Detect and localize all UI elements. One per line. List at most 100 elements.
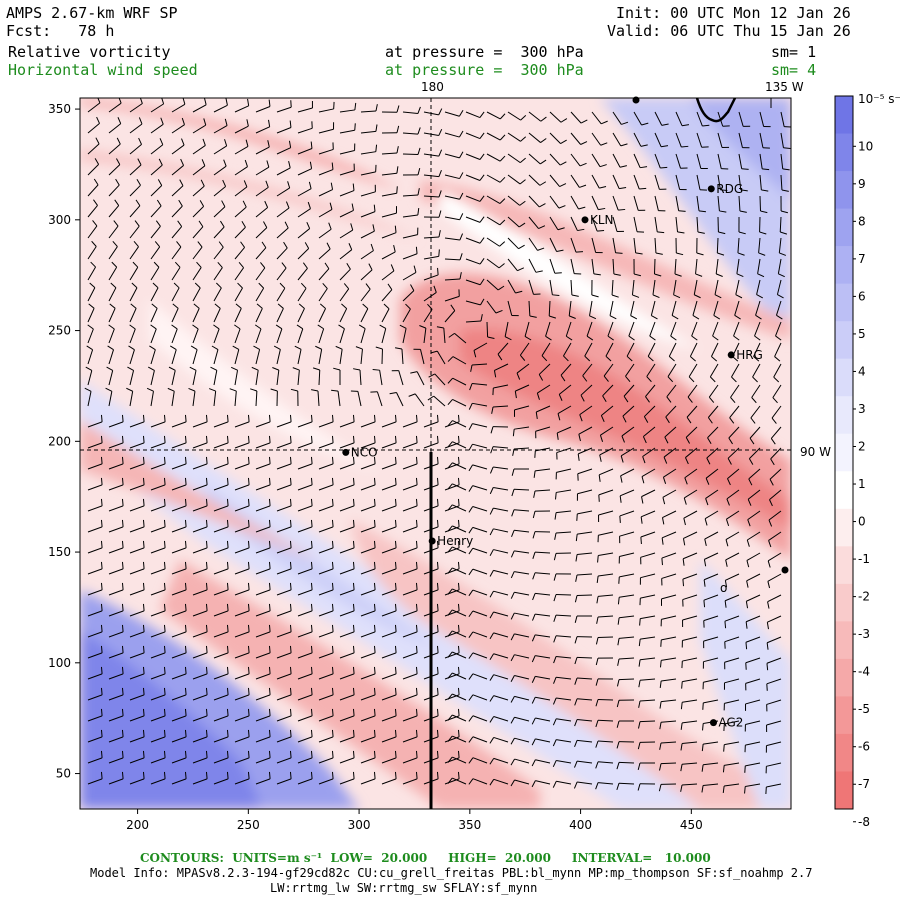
wind-barb <box>273 345 281 365</box>
wind-barb <box>87 303 95 323</box>
y-tick-label: 200 <box>48 434 71 448</box>
colorbar-swatch <box>835 133 853 172</box>
wind-barb <box>129 624 145 638</box>
wind-barb <box>680 741 698 751</box>
wind-barb <box>619 489 635 503</box>
wind-barb <box>696 132 709 148</box>
wind-barb <box>276 561 292 575</box>
wind-barb <box>633 174 647 190</box>
wind-barb <box>339 203 354 218</box>
wind-barb <box>87 645 103 659</box>
wind-barb <box>638 678 656 688</box>
wind-barb <box>297 242 310 260</box>
wind-barb <box>436 326 446 344</box>
wind-barb <box>150 666 166 680</box>
wind-barb <box>129 220 140 239</box>
wind-barb <box>297 750 313 764</box>
wind-barb <box>489 736 509 744</box>
wind-barb <box>129 261 139 281</box>
wind-barb <box>575 573 593 582</box>
wind-barb <box>210 366 218 386</box>
wind-barb <box>255 645 271 659</box>
wind-barb <box>315 345 323 365</box>
wind-barb <box>726 489 740 506</box>
wind-barb <box>776 279 784 299</box>
wind-barb <box>234 708 250 722</box>
wind-barb <box>696 216 705 234</box>
wind-barb <box>560 363 572 382</box>
wind-barb <box>234 200 247 218</box>
wind-barb <box>213 139 228 155</box>
wind-barb <box>770 426 782 445</box>
wind-barb <box>419 325 427 344</box>
wind-barb <box>234 414 250 428</box>
wind-barb <box>331 389 341 407</box>
wind-barb <box>654 174 667 190</box>
wind-barb <box>620 468 635 483</box>
wind-barb <box>129 117 143 134</box>
wind-barb <box>447 525 467 533</box>
wind-barb <box>108 540 124 554</box>
wind-barb <box>318 561 334 575</box>
wind-barb <box>106 366 114 386</box>
wind-barb <box>447 441 467 449</box>
wind-barb <box>87 98 101 113</box>
wind-barb <box>549 195 566 209</box>
wind-barb <box>661 573 677 586</box>
wind-barb <box>402 265 417 281</box>
wind-barb <box>696 237 704 256</box>
colorbar-swatch <box>835 96 853 135</box>
wind-barb <box>255 519 271 533</box>
wind-barb <box>150 729 166 743</box>
wind-barb <box>276 414 292 428</box>
wind-barb <box>745 699 761 711</box>
wind-barb <box>489 549 509 556</box>
wind-barb <box>507 300 519 317</box>
wind-barb <box>704 510 719 526</box>
wind-barb <box>381 750 397 764</box>
wind-barb <box>108 137 121 155</box>
wind-barb <box>553 573 572 581</box>
wind-barb <box>532 572 551 580</box>
wind-barb <box>535 426 551 439</box>
wind-barb <box>617 657 635 666</box>
wind-barb <box>612 153 627 168</box>
wind-barb <box>682 594 698 607</box>
wind-barb <box>171 645 187 659</box>
wind-barb <box>234 139 249 155</box>
wind-barb <box>335 345 343 365</box>
wind-barb <box>584 342 593 362</box>
wind-barb <box>447 356 467 365</box>
colorbar-units: 10⁻⁵ s⁻¹ <box>858 92 900 106</box>
wind-barb <box>108 240 118 260</box>
wind-barb <box>211 345 219 365</box>
wind-barb <box>702 699 719 710</box>
wind-barb <box>681 636 698 648</box>
wind-barb <box>213 645 229 659</box>
wind-barb <box>87 519 103 533</box>
wind-barb <box>605 342 614 362</box>
wind-barb <box>87 435 103 449</box>
wind-barb <box>339 771 355 785</box>
wind-barb <box>619 531 635 544</box>
wind-barb <box>675 111 690 127</box>
wind-barb <box>339 750 355 764</box>
wind-barb <box>736 258 744 278</box>
station-open-marker: o <box>720 581 727 595</box>
wind-barb <box>675 195 686 212</box>
wind-barb <box>591 279 599 298</box>
wind-barb <box>638 657 656 667</box>
wind-barb <box>150 261 160 281</box>
wind-barb <box>87 477 103 491</box>
wind-barb <box>146 387 154 407</box>
colorbar-label: -3 <box>858 627 870 641</box>
wind-barb <box>381 477 397 491</box>
wind-barb <box>744 720 761 732</box>
wind-barb <box>701 783 719 793</box>
y-tick-label: 250 <box>48 324 71 338</box>
wind-barb <box>276 120 292 134</box>
wind-barb <box>489 590 509 598</box>
wind-barb <box>150 561 166 575</box>
wind-barb <box>87 116 100 134</box>
wind-barb <box>297 582 313 596</box>
